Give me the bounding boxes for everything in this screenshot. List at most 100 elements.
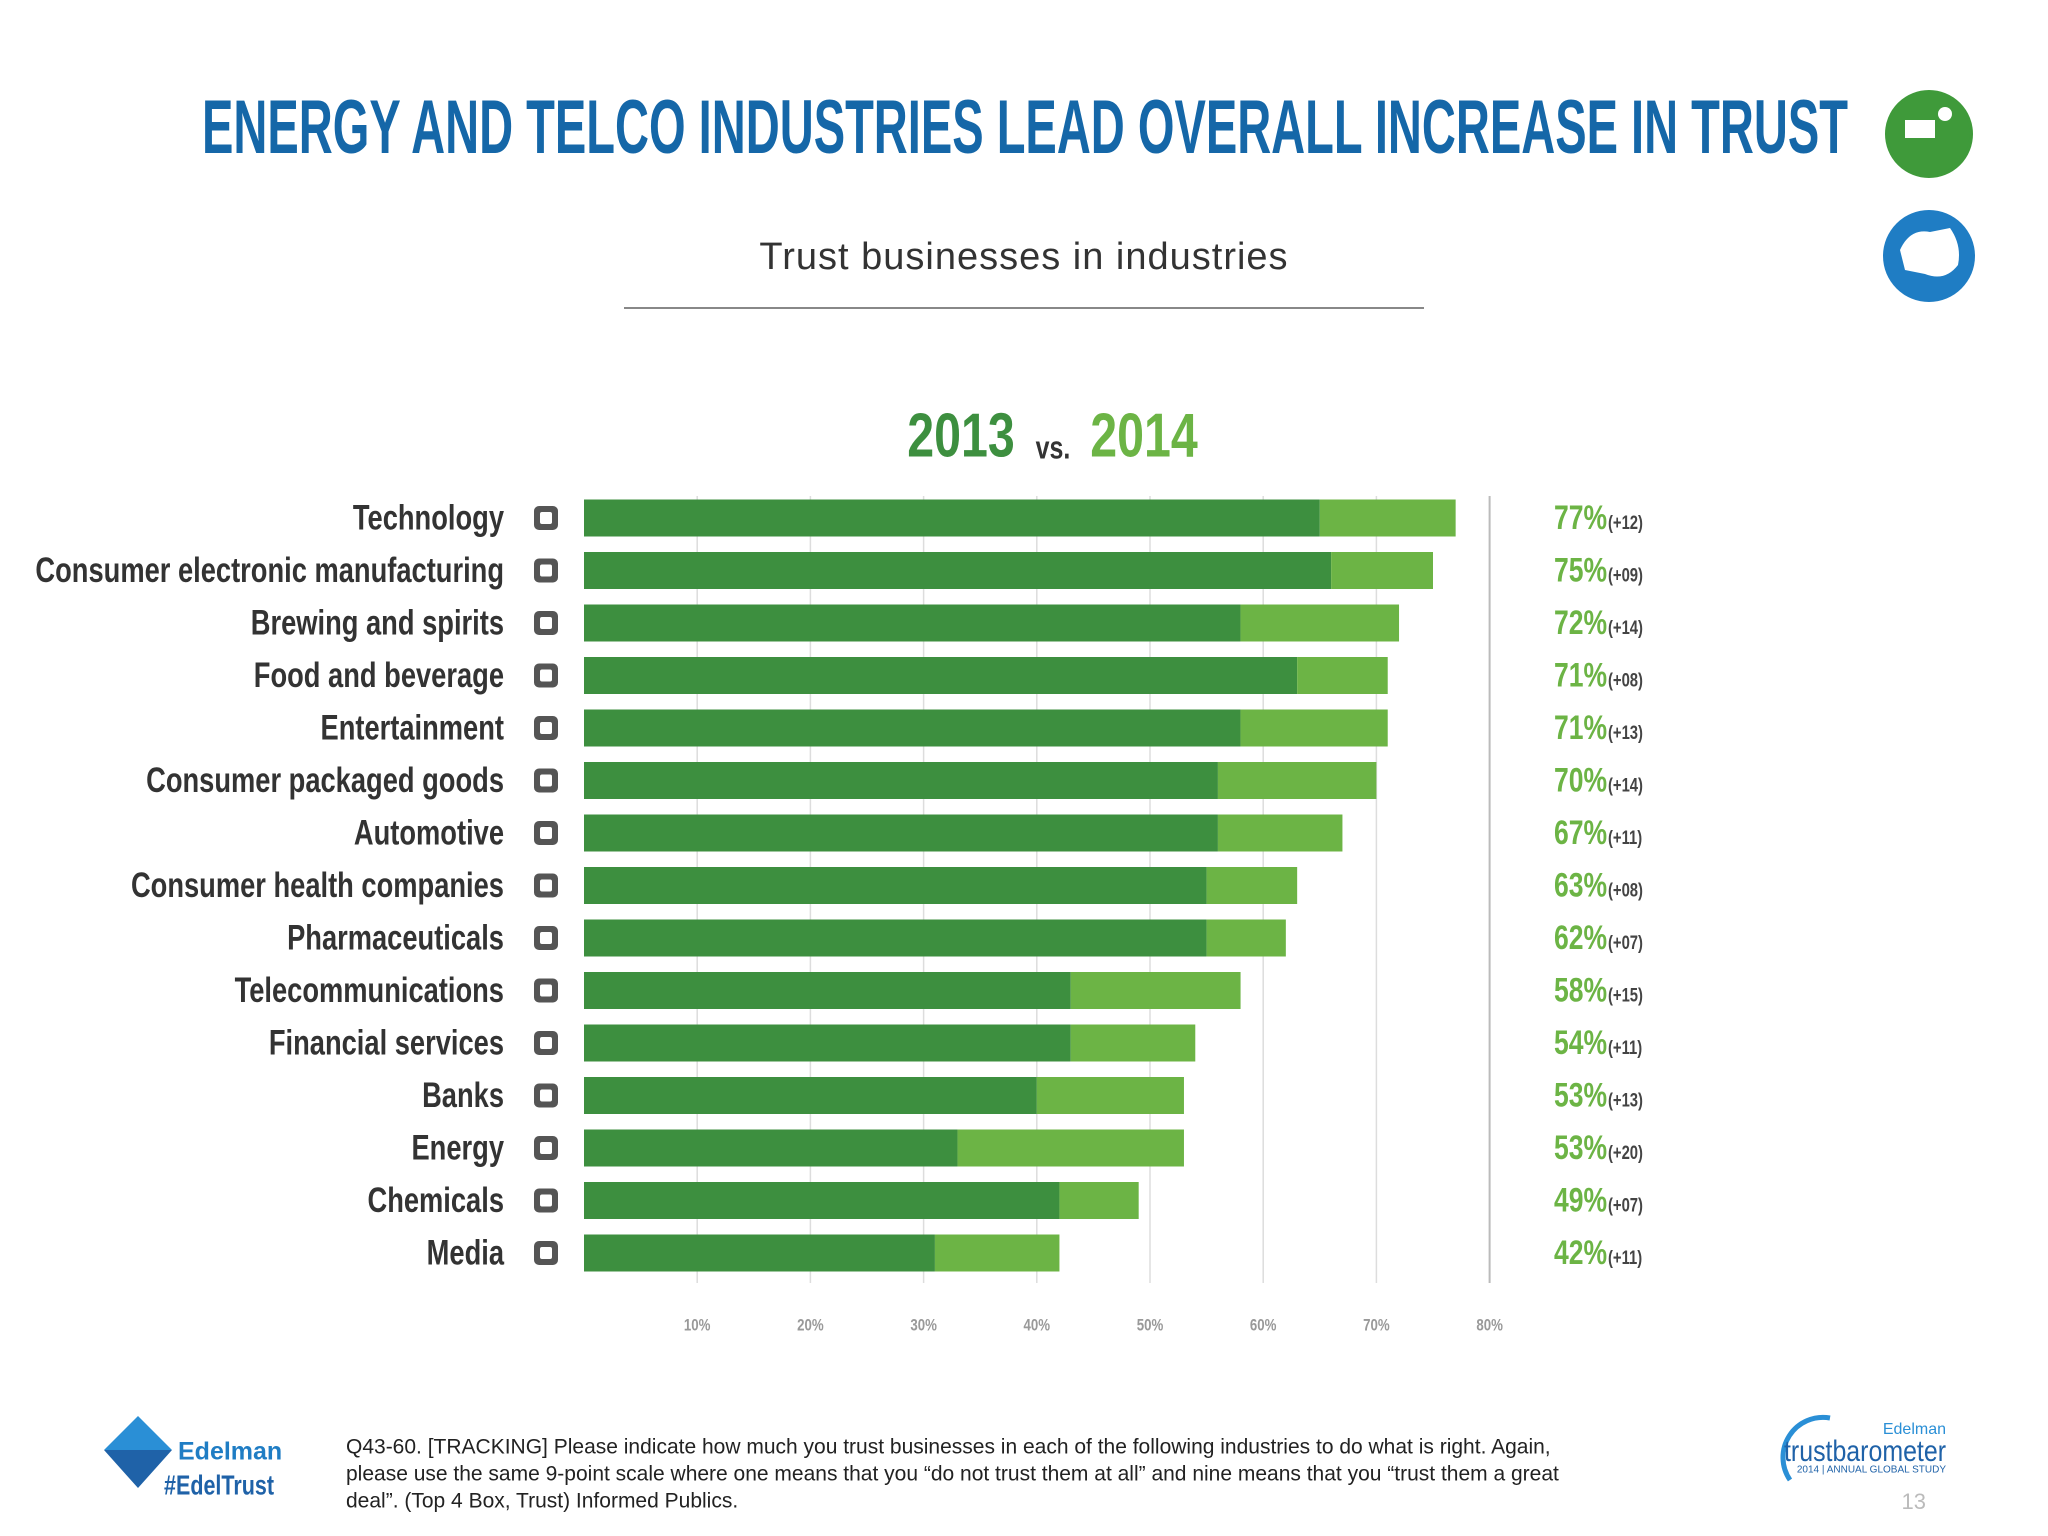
total-label: 75% (1554, 551, 1607, 589)
bar-segment (1217, 814, 1343, 852)
page-number: 13 (1902, 1489, 1926, 1514)
change-label: (+13) (1608, 1090, 1643, 1111)
category-icon-inner (540, 1142, 552, 1154)
category-icon-inner (540, 669, 552, 682)
category-label: Telecommunications (235, 971, 504, 1010)
total-label: 70% (1554, 761, 1607, 799)
total-label: 53% (1554, 1076, 1607, 1114)
category-icon-inner (540, 827, 552, 839)
bar-segment (584, 762, 1218, 799)
bar-segment (584, 1182, 1060, 1219)
bar-segment (584, 1024, 1071, 1062)
category-label: Automotive (354, 813, 504, 852)
bar-segment (1240, 604, 1400, 642)
study-arc (1780, 1414, 1831, 1482)
bar-segment (1206, 867, 1298, 904)
change-label: (+11) (1608, 1037, 1642, 1058)
x-tick-label: 50% (1137, 1316, 1164, 1335)
x-tick-label: 30% (910, 1316, 937, 1335)
category-label: Media (427, 1233, 505, 1272)
bar-segment (1217, 762, 1377, 799)
change-label: (+07) (1608, 1195, 1643, 1216)
category-icon-inner (540, 1194, 552, 1207)
bar-segment (584, 814, 1218, 852)
subtitle: Trust businesses in industries (759, 236, 1288, 278)
total-label: 67% (1554, 814, 1607, 852)
bar-segment (584, 867, 1207, 904)
category-icon-inner (540, 984, 552, 997)
category-icon-inner (540, 1247, 552, 1259)
change-label: (+13) (1608, 722, 1643, 743)
study-sub: 2014 | ANNUAL GLOBAL STUDY (1797, 1465, 1946, 1476)
x-tick-label: 60% (1250, 1316, 1277, 1335)
total-label: 71% (1554, 656, 1607, 694)
bar-segment (1319, 499, 1456, 537)
total-label: 71% (1554, 709, 1607, 747)
bar-segment (584, 1077, 1037, 1114)
bar-segment (1206, 919, 1286, 957)
change-label: (+14) (1608, 617, 1643, 638)
legend-2013: 2013 (907, 401, 1015, 470)
footnote: please use the same 9-point scale where … (346, 1463, 1559, 1486)
change-label: (+07) (1608, 932, 1643, 953)
category-label: Technology (353, 498, 505, 537)
bar-segment (1331, 552, 1433, 589)
x-tick-label: 70% (1363, 1316, 1390, 1335)
total-label: 62% (1554, 919, 1607, 957)
total-label: 42% (1554, 1234, 1607, 1272)
chart: 2013 vs. 2014 10% 20% 30% 40% 50% 60% 70% 80% Techn… (35, 401, 1643, 1335)
category-label: Consumer packaged goods (146, 761, 504, 800)
category-icon-inner (540, 617, 552, 629)
category-label: Brewing and spirits (251, 603, 504, 642)
change-label: (+14) (1608, 775, 1643, 796)
x-tick-label: 40% (1024, 1316, 1051, 1335)
category-label: Financial services (269, 1023, 504, 1062)
bar-segment (584, 1234, 935, 1272)
category-icon-inner (540, 879, 552, 892)
x-tick-label: 20% (797, 1316, 824, 1335)
bar-segment (584, 552, 1332, 589)
footnote: deal”. (Top 4 Box, Trust) Informed Publi… (346, 1490, 738, 1513)
title: ENERGY AND TELCO INDUSTRIES LEAD OVERALL… (202, 85, 1848, 170)
x-tick-label: 10% (684, 1316, 711, 1335)
bar-segment (934, 1234, 1060, 1272)
total-label: 63% (1554, 866, 1607, 904)
hashtag: #EdelTrust (164, 1469, 274, 1500)
category-icon-inner (540, 512, 552, 524)
bar-segment (584, 604, 1241, 642)
category-label: Consumer electronic manufacturing (35, 551, 504, 590)
change-label: (+15) (1608, 985, 1643, 1006)
legend-separator: vs. (1036, 431, 1071, 467)
category-label: Banks (422, 1076, 504, 1115)
category-icon-inner (540, 1089, 552, 1102)
footnote: Q43-60. [TRACKING] Please indicate how m… (346, 1436, 1551, 1459)
total-label: 54% (1554, 1024, 1607, 1062)
bar-segment (584, 1129, 958, 1167)
change-label: (+12) (1608, 512, 1643, 533)
bar-segment (1070, 972, 1241, 1009)
study: trustbarometer (1784, 1435, 1946, 1468)
bar-segment (1036, 1077, 1184, 1114)
bar-segment (584, 919, 1207, 957)
bar-segment (1297, 657, 1388, 694)
category-label: Chemicals (367, 1181, 504, 1220)
icon-australia (1900, 228, 1959, 277)
bar-segment (1059, 1182, 1139, 1219)
category-icon-inner (540, 564, 552, 577)
change-label: (+08) (1608, 670, 1643, 691)
change-label: (+11) (1608, 827, 1642, 848)
category-icon-inner (540, 932, 552, 944)
bar-segment (584, 657, 1298, 694)
total-label: 53% (1554, 1129, 1607, 1167)
legend-2014: 2014 (1090, 401, 1198, 470)
category-label: Consumer health companies (131, 866, 504, 905)
change-label: (+11) (1608, 1247, 1642, 1268)
category-icon-inner (540, 1037, 552, 1049)
logo-triangle (104, 1450, 172, 1488)
total-label: 58% (1554, 971, 1607, 1009)
icon-head (1938, 107, 1952, 121)
study-brand: Edelman (1883, 1421, 1946, 1438)
total-label: 49% (1554, 1181, 1607, 1219)
logo-triangle-top (104, 1416, 172, 1450)
change-label: (+08) (1608, 880, 1643, 901)
